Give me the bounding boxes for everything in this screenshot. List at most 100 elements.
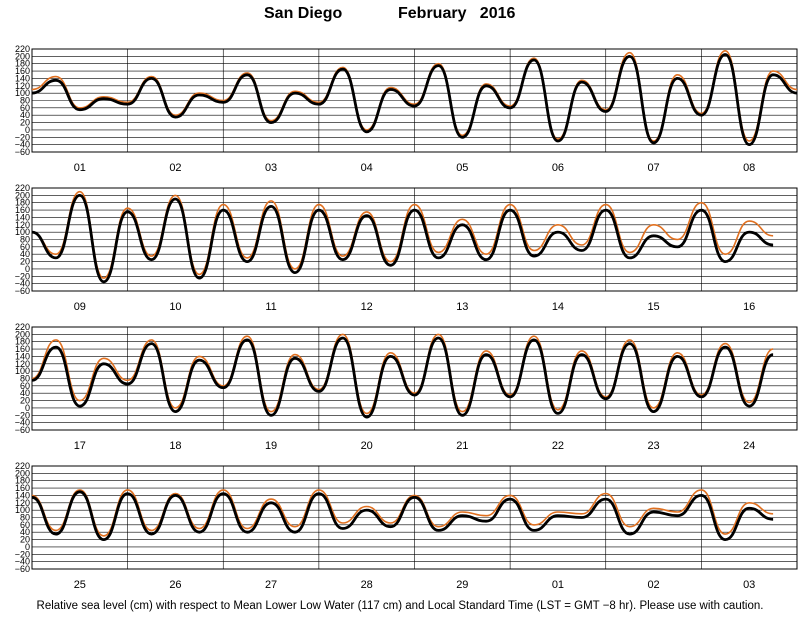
y-tick-label: −40	[15, 279, 30, 289]
day-label: 02	[169, 162, 181, 174]
day-label: 01	[552, 579, 564, 591]
day-label: 14	[552, 301, 564, 313]
y-tick-label: 120	[15, 81, 30, 91]
y-tick-label: −20	[15, 410, 30, 420]
day-label: 12	[361, 301, 373, 313]
day-label: 16	[743, 301, 755, 313]
day-label: 29	[456, 579, 468, 591]
panel-1: 220200180160140120100806040200−20−40−600…	[15, 44, 798, 174]
observed-tide-line	[32, 336, 774, 419]
y-tick-label: 220	[15, 44, 30, 54]
day-label: 09	[74, 301, 86, 313]
y-tick-label: −60	[15, 564, 30, 574]
y-tick-label: 100	[15, 366, 30, 376]
y-tick-label: −40	[15, 140, 30, 150]
y-tick-label: 0	[25, 264, 30, 274]
y-tick-label: 140	[15, 212, 30, 222]
day-label: 27	[265, 579, 277, 591]
y-tick-label: 0	[25, 125, 30, 135]
panel-2: 220200180160140120100806040200−20−40−600…	[15, 183, 798, 313]
day-label: 07	[647, 162, 659, 174]
y-tick-label: −40	[15, 557, 30, 567]
day-label: 08	[743, 162, 755, 174]
y-tick-label: 20	[20, 535, 30, 545]
day-label: 03	[743, 579, 755, 591]
day-label: 13	[456, 301, 468, 313]
panel-frame	[31, 465, 798, 570]
day-label: 04	[361, 162, 373, 174]
y-tick-label: 200	[15, 51, 30, 61]
day-label: 19	[265, 440, 277, 452]
y-tick-label: 160	[15, 483, 30, 493]
y-tick-label: −60	[15, 425, 30, 435]
y-tick-label: −40	[15, 418, 30, 428]
day-label: 25	[74, 579, 86, 591]
day-label: 17	[74, 440, 86, 452]
y-tick-label: 80	[20, 235, 30, 245]
observed-tide-line	[32, 53, 797, 147]
day-label: 01	[74, 162, 86, 174]
observed-tide-line	[32, 193, 774, 284]
y-tick-label: 60	[20, 242, 30, 252]
y-tick-label: 100	[15, 227, 30, 237]
y-tick-label: 180	[15, 476, 30, 486]
day-label: 23	[647, 440, 659, 452]
y-tick-label: −20	[15, 271, 30, 281]
y-tick-label: 60	[20, 520, 30, 530]
y-tick-label: −60	[15, 147, 30, 157]
y-tick-label: 0	[25, 403, 30, 413]
panel-4: 220200180160140120100806040200−20−40−602…	[15, 461, 798, 591]
y-tick-label: 120	[15, 359, 30, 369]
y-tick-label: 40	[20, 249, 30, 259]
y-tick-label: 160	[15, 66, 30, 76]
day-label: 26	[169, 579, 181, 591]
y-tick-label: 120	[15, 498, 30, 508]
day-label: 28	[361, 579, 373, 591]
day-label: 24	[743, 440, 755, 452]
y-tick-label: 20	[20, 396, 30, 406]
y-tick-label: 120	[15, 220, 30, 230]
day-label: 22	[552, 440, 564, 452]
day-label: 21	[456, 440, 468, 452]
day-label: 18	[169, 440, 181, 452]
day-label: 06	[552, 162, 564, 174]
station-name: San Diego	[264, 5, 343, 22]
y-tick-label: 200	[15, 190, 30, 200]
chart-title: San Diego February 2016	[0, 5, 800, 27]
y-tick-label: 80	[20, 96, 30, 106]
y-tick-label: 160	[15, 344, 30, 354]
y-tick-label: 60	[20, 381, 30, 391]
y-tick-label: 180	[15, 198, 30, 208]
y-tick-label: 220	[15, 322, 30, 332]
y-tick-label: 140	[15, 490, 30, 500]
y-tick-label: 100	[15, 505, 30, 515]
day-label: 05	[456, 162, 468, 174]
day-label: 02	[647, 579, 659, 591]
y-tick-label: 40	[20, 388, 30, 398]
y-tick-label: 100	[15, 88, 30, 98]
day-label: 15	[647, 301, 659, 313]
y-tick-label: 80	[20, 513, 30, 523]
y-tick-label: −60	[15, 286, 30, 296]
observed-tide-line	[32, 490, 774, 542]
y-tick-label: −20	[15, 132, 30, 142]
y-tick-label: 180	[15, 337, 30, 347]
y-tick-label: 20	[20, 118, 30, 128]
day-label: 10	[169, 301, 181, 313]
y-tick-label: 140	[15, 351, 30, 361]
y-tick-label: 60	[20, 103, 30, 113]
y-tick-label: 220	[15, 183, 30, 193]
y-tick-label: 160	[15, 205, 30, 215]
y-tick-label: 200	[15, 468, 30, 478]
y-tick-label: 200	[15, 329, 30, 339]
y-tick-label: 20	[20, 257, 30, 267]
y-tick-label: 220	[15, 461, 30, 471]
y-tick-label: 140	[15, 73, 30, 83]
day-label: 11	[265, 301, 276, 313]
predicted-tide-line	[32, 489, 774, 537]
y-tick-label: 180	[15, 59, 30, 69]
y-tick-label: 80	[20, 374, 30, 384]
panel-frame	[31, 48, 798, 153]
period-label: February 2016	[398, 5, 516, 22]
